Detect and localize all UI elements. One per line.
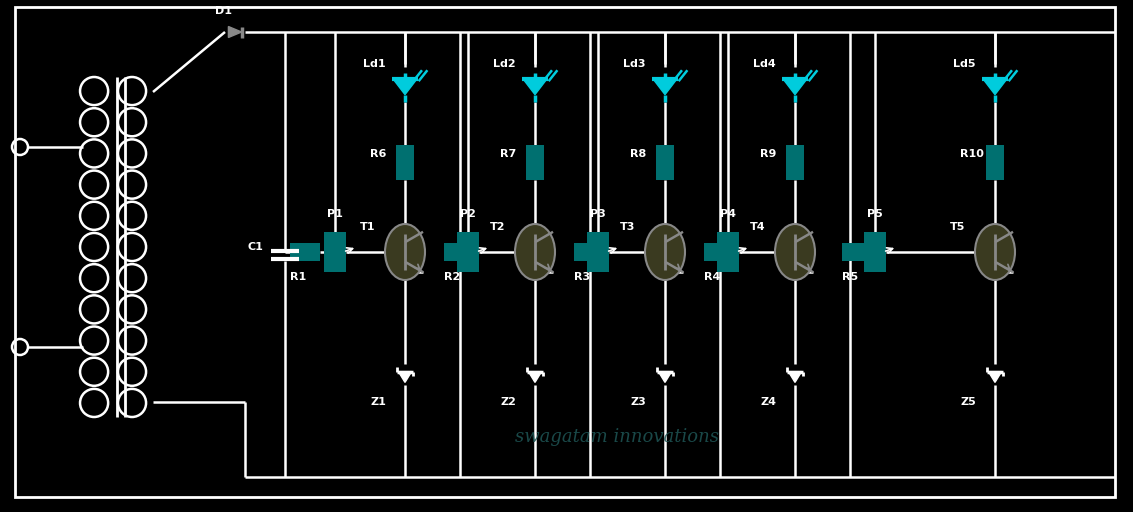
Polygon shape bbox=[983, 79, 1007, 95]
Text: R1: R1 bbox=[290, 272, 306, 282]
Bar bbox=[397, 144, 414, 180]
Text: R10: R10 bbox=[960, 149, 983, 159]
Bar bbox=[526, 144, 544, 180]
Text: R5: R5 bbox=[842, 272, 858, 282]
Text: Ld2: Ld2 bbox=[493, 59, 516, 69]
Bar bbox=[290, 243, 320, 261]
Polygon shape bbox=[528, 372, 542, 382]
FancyArrowPatch shape bbox=[675, 264, 680, 269]
Text: Ld1: Ld1 bbox=[363, 59, 385, 69]
Text: P5: P5 bbox=[867, 209, 883, 219]
Text: T3: T3 bbox=[620, 222, 636, 232]
Text: P4: P4 bbox=[719, 209, 736, 219]
Text: Ld3: Ld3 bbox=[623, 59, 646, 69]
FancyArrowPatch shape bbox=[415, 264, 419, 269]
Bar bbox=[786, 144, 804, 180]
FancyArrowPatch shape bbox=[545, 264, 550, 269]
Bar bbox=[587, 232, 610, 272]
Ellipse shape bbox=[976, 224, 1015, 280]
Text: R7: R7 bbox=[500, 149, 517, 159]
Ellipse shape bbox=[385, 224, 425, 280]
Polygon shape bbox=[393, 79, 417, 95]
Text: Z2: Z2 bbox=[500, 397, 516, 407]
Ellipse shape bbox=[516, 224, 555, 280]
Polygon shape bbox=[399, 372, 411, 382]
Polygon shape bbox=[783, 79, 807, 95]
Text: Z1: Z1 bbox=[370, 397, 386, 407]
Text: T4: T4 bbox=[750, 222, 766, 232]
Text: R6: R6 bbox=[370, 149, 386, 159]
Text: P1: P1 bbox=[327, 209, 343, 219]
Text: R4: R4 bbox=[704, 272, 719, 282]
Text: R2: R2 bbox=[443, 272, 460, 282]
Text: D1: D1 bbox=[215, 6, 232, 16]
Text: Z4: Z4 bbox=[760, 397, 776, 407]
Bar bbox=[842, 243, 872, 261]
Text: R8: R8 bbox=[630, 149, 646, 159]
FancyArrowPatch shape bbox=[1005, 264, 1010, 269]
Bar bbox=[986, 144, 1004, 180]
Text: swagatam innovations: swagatam innovations bbox=[514, 428, 718, 446]
Text: P3: P3 bbox=[590, 209, 606, 219]
Polygon shape bbox=[229, 27, 241, 37]
Bar bbox=[457, 232, 479, 272]
Polygon shape bbox=[988, 372, 1002, 382]
Text: Z3: Z3 bbox=[630, 397, 646, 407]
FancyArrowPatch shape bbox=[804, 264, 810, 269]
Text: R3: R3 bbox=[573, 272, 589, 282]
Polygon shape bbox=[654, 79, 676, 95]
Bar bbox=[717, 232, 739, 272]
Text: T1: T1 bbox=[360, 222, 375, 232]
Text: R9: R9 bbox=[760, 149, 776, 159]
Polygon shape bbox=[789, 372, 802, 382]
Polygon shape bbox=[523, 79, 547, 95]
Ellipse shape bbox=[775, 224, 815, 280]
Polygon shape bbox=[658, 372, 672, 382]
Text: Ld4: Ld4 bbox=[753, 59, 776, 69]
Bar bbox=[704, 243, 733, 261]
Bar bbox=[443, 243, 474, 261]
Bar bbox=[656, 144, 674, 180]
Text: P2: P2 bbox=[460, 209, 476, 219]
Bar bbox=[573, 243, 604, 261]
Text: C1: C1 bbox=[247, 242, 263, 251]
Text: Ld5: Ld5 bbox=[953, 59, 976, 69]
Bar bbox=[864, 232, 886, 272]
Bar bbox=[324, 232, 346, 272]
Text: Z5: Z5 bbox=[960, 397, 976, 407]
Text: T5: T5 bbox=[949, 222, 965, 232]
Ellipse shape bbox=[645, 224, 685, 280]
Text: T2: T2 bbox=[489, 222, 505, 232]
